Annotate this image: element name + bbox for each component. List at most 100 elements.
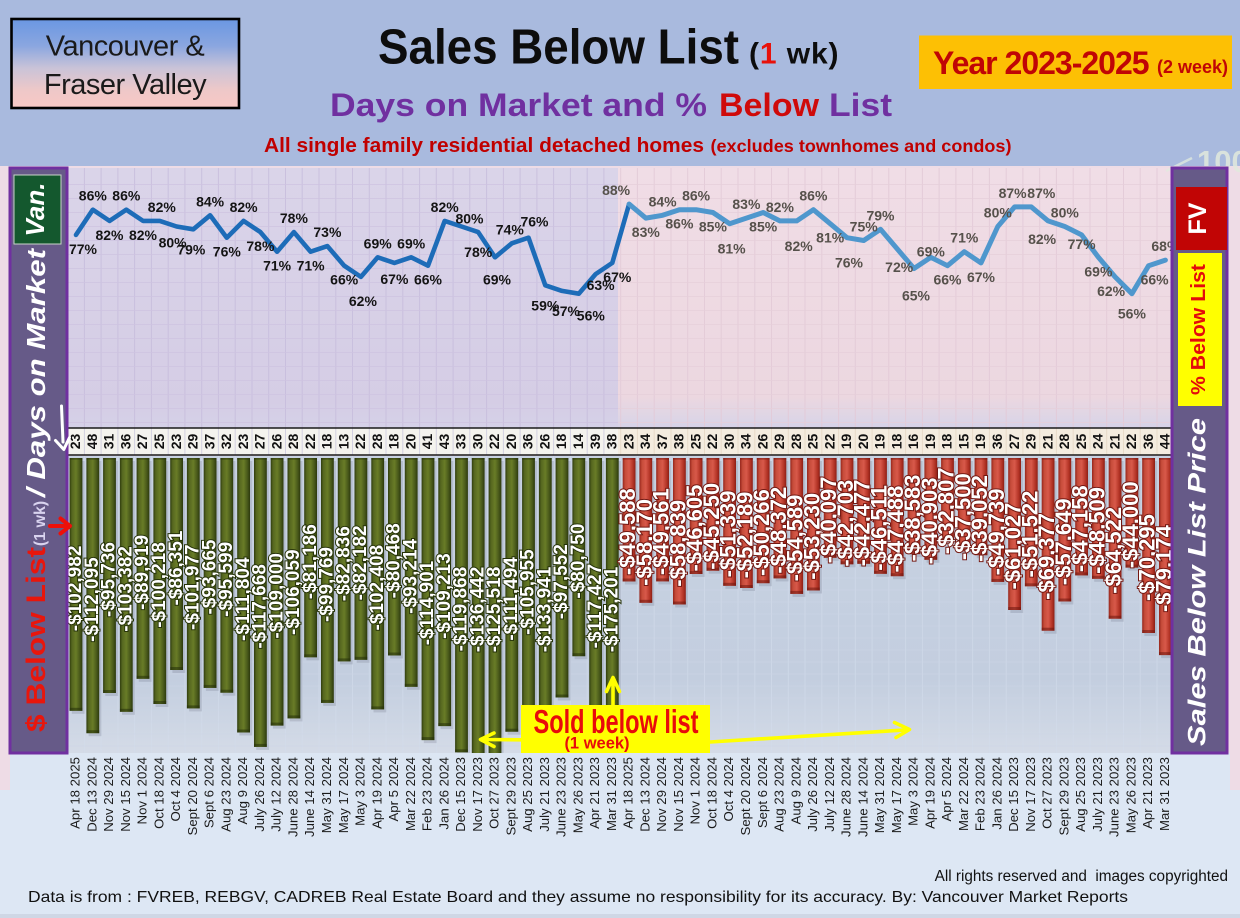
svg-text:80%: 80% [1051, 205, 1080, 221]
svg-text:86%: 86% [665, 216, 694, 232]
svg-text:Sept 6 2024: Sept 6 2024 [755, 757, 770, 828]
svg-text:Oct 18 2024: Oct 18 2024 [705, 757, 720, 829]
svg-text:-$93,665: -$93,665 [199, 539, 220, 614]
svg-text:% Below List: % Below List [1188, 264, 1210, 395]
svg-text:86%: 86% [799, 188, 828, 204]
svg-text:34: 34 [637, 434, 653, 450]
svg-text:30: 30 [721, 434, 737, 450]
svg-text:38: 38 [671, 434, 687, 450]
svg-text:Mar 22 2024: Mar 22 2024 [403, 757, 418, 831]
svg-text:28: 28 [1056, 434, 1072, 450]
svg-text:-$111,804: -$111,804 [233, 557, 254, 641]
svg-text:38: 38 [604, 434, 620, 450]
svg-text:72%: 72% [885, 259, 914, 275]
svg-text:36: 36 [520, 434, 536, 450]
svg-text:Sales Below List Price: Sales Below List Price [1184, 418, 1212, 746]
svg-text:May 31 2024: May 31 2024 [872, 757, 887, 833]
svg-text:June 28 2024: June 28 2024 [839, 757, 854, 837]
svg-text:22: 22 [1123, 434, 1139, 450]
svg-text:(1 wk): (1 wk) [749, 38, 839, 71]
svg-text:82%: 82% [1028, 231, 1057, 247]
svg-text:14: 14 [570, 434, 586, 450]
svg-text:Apr 5 2024: Apr 5 2024 [386, 757, 401, 822]
svg-text:-$97,552: -$97,552 [551, 544, 572, 619]
svg-text:69%: 69% [364, 235, 393, 251]
svg-text:-$133,941: -$133,941 [535, 566, 556, 652]
svg-text:Nov 1 2024: Nov 1 2024 [688, 757, 703, 824]
svg-text:-$82,182: -$82,182 [350, 525, 371, 600]
svg-text:-$46,605: -$46,605 [682, 485, 707, 572]
svg-text:39: 39 [587, 434, 603, 450]
svg-text:33: 33 [453, 434, 469, 450]
svg-text:May 31 2024: May 31 2024 [319, 757, 334, 833]
svg-text:23: 23 [235, 434, 251, 450]
svg-text:25: 25 [151, 434, 167, 450]
svg-text:-$45,250: -$45,250 [699, 483, 724, 570]
svg-text:57%: 57% [552, 303, 581, 319]
svg-text:88%: 88% [602, 182, 631, 198]
svg-text:Mar 31 2023: Mar 31 2023 [604, 757, 619, 831]
svg-text:87%: 87% [1027, 185, 1056, 201]
svg-text:May 26 2023: May 26 2023 [1124, 757, 1139, 833]
svg-text:-$81,186: -$81,186 [300, 524, 321, 599]
svg-text:82%: 82% [766, 199, 795, 215]
svg-text:Dec 13 2024: Dec 13 2024 [637, 757, 652, 832]
svg-text:23: 23 [620, 434, 636, 450]
svg-text:82%: 82% [129, 227, 158, 243]
svg-text:-$50,266: -$50,266 [749, 489, 774, 576]
svg-text:18: 18 [888, 434, 904, 450]
svg-text:-$42,477: -$42,477 [850, 479, 875, 566]
svg-text:20: 20 [503, 434, 519, 450]
svg-text:-$80,468: -$80,468 [384, 523, 405, 598]
svg-text:18: 18 [553, 434, 569, 450]
svg-text:-$47,488: -$47,488 [883, 486, 908, 573]
svg-text:-$175,201: -$175,201 [602, 566, 623, 652]
svg-text:-$61,027: -$61,027 [1001, 503, 1026, 590]
svg-text:Nov 1 2024: Nov 1 2024 [135, 757, 150, 824]
svg-text:Feb 23 2024: Feb 23 2024 [973, 757, 988, 831]
svg-text:-$86,351: -$86,351 [166, 530, 187, 605]
svg-text:77%: 77% [69, 241, 98, 257]
svg-text:78%: 78% [464, 244, 493, 260]
svg-text:76%: 76% [835, 255, 864, 271]
svg-text:May 17 2024: May 17 2024 [336, 757, 351, 833]
svg-text:Year 2023-2025: Year 2023-2025 [933, 45, 1149, 81]
svg-text:June 14 2024: June 14 2024 [855, 757, 870, 837]
svg-text:Oct 18 2024: Oct 18 2024 [151, 757, 166, 829]
svg-text:27: 27 [252, 434, 268, 450]
svg-text:-$44,000: -$44,000 [1118, 481, 1143, 568]
svg-text:-$100,218: -$100,218 [149, 542, 170, 628]
svg-text:May 3 2024: May 3 2024 [353, 757, 368, 826]
svg-text:-$111,494: -$111,494 [501, 557, 522, 641]
svg-text:26: 26 [754, 434, 770, 450]
svg-text:85%: 85% [749, 219, 778, 235]
svg-text:-$117,668: -$117,668 [250, 564, 271, 649]
svg-text:Jan 26 2024: Jan 26 2024 [436, 757, 451, 830]
svg-text:86%: 86% [682, 188, 711, 204]
svg-text:Aug 25 2023: Aug 25 2023 [520, 757, 535, 832]
svg-text:Nov 29 2024: Nov 29 2024 [101, 757, 116, 832]
svg-text:78%: 78% [246, 238, 275, 254]
svg-text:15: 15 [956, 434, 972, 450]
svg-text:79%: 79% [177, 241, 206, 257]
svg-text:83%: 83% [632, 224, 661, 240]
svg-text:(1 wk): (1 wk) [32, 501, 49, 546]
svg-text:65%: 65% [902, 288, 931, 304]
svg-text:37: 37 [654, 434, 670, 450]
svg-text:66%: 66% [933, 272, 962, 288]
svg-text:43: 43 [436, 434, 452, 450]
svg-text:44: 44 [1157, 434, 1173, 450]
svg-text:Sept 20 2024: Sept 20 2024 [185, 757, 200, 835]
svg-text:-$42,703: -$42,703 [833, 480, 858, 567]
svg-text:23: 23 [168, 434, 184, 450]
svg-text:Vancouver &: Vancouver & [46, 31, 205, 63]
svg-text:84%: 84% [649, 193, 678, 209]
svg-text:21: 21 [1039, 434, 1055, 450]
svg-text:80%: 80% [455, 211, 484, 227]
svg-text:71%: 71% [263, 258, 292, 274]
svg-text:31: 31 [101, 434, 117, 450]
svg-text:18: 18 [939, 434, 955, 450]
svg-text:74%: 74% [496, 221, 525, 237]
svg-text:Dec 13 2024: Dec 13 2024 [84, 757, 99, 832]
svg-text:-$103,382: -$103,382 [116, 546, 137, 632]
